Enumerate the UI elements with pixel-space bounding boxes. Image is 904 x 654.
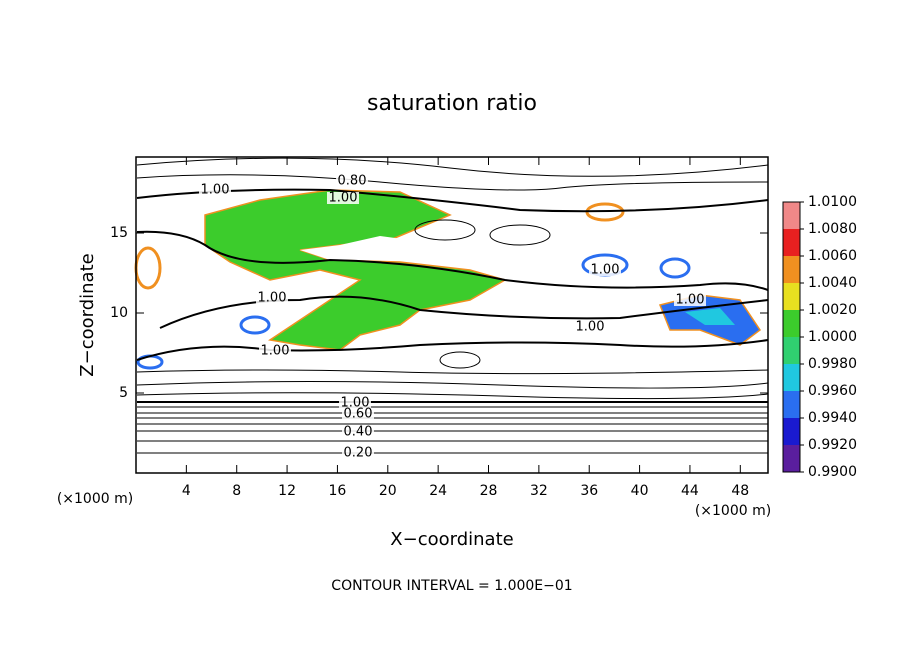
- contour-line: [439, 351, 481, 369]
- x-axis-label: X−coordinate: [390, 529, 513, 550]
- contour-line: [136, 188, 769, 213]
- colorbar-tick-label: 0.9900: [808, 464, 857, 480]
- unit-label: (×1000 m): [695, 503, 771, 519]
- y-axis-label: Z−coordinate: [77, 253, 98, 376]
- colorbar-tick-label: 1.0080: [808, 221, 857, 237]
- x-tick-label: 32: [530, 483, 548, 499]
- contour-line: [136, 157, 769, 177]
- contour-label: 1.00: [329, 191, 358, 206]
- colorbar-swatch: [783, 256, 800, 283]
- contour-label-bg: [674, 294, 706, 306]
- contour-line: [136, 369, 769, 375]
- colorbar-swatch: [783, 202, 800, 229]
- colorbar-swatch: [783, 337, 800, 364]
- contour-label-bg: [256, 292, 288, 304]
- contour-label-bg: [342, 426, 374, 438]
- contour-line: [136, 392, 769, 400]
- colorbar-swatch: [783, 445, 800, 472]
- contour-label: 1.00: [258, 291, 287, 306]
- contour-label: 0.60: [344, 407, 373, 422]
- contour-line: [159, 295, 769, 329]
- contour-line: [136, 174, 769, 191]
- x-tick-label: 40: [631, 483, 649, 499]
- colorbar-swatch: [783, 364, 800, 391]
- colorbar-tick-label: 1.0040: [808, 275, 857, 291]
- field-region: [659, 257, 691, 279]
- x-tick-label: 12: [278, 483, 296, 499]
- contour-label-bg: [574, 321, 606, 333]
- contour-label-bg: [327, 192, 359, 204]
- x-tick-label: 24: [429, 483, 447, 499]
- x-tick-label: 16: [329, 483, 347, 499]
- x-tick-label: 8: [232, 483, 241, 499]
- contour-label: 0.40: [344, 425, 373, 440]
- colorbar-tick-label: 1.0060: [808, 248, 857, 264]
- colorbar-tick-label: 0.9920: [808, 437, 857, 453]
- contour-line: [136, 381, 769, 389]
- colorbar-tick-label: 0.9940: [808, 410, 857, 426]
- colorbar-tick-label: 1.0100: [808, 194, 857, 210]
- colorbar-tick-label: 0.9980: [808, 356, 857, 372]
- contour-label-bg: [589, 264, 621, 276]
- chart-title: saturation ratio: [367, 91, 537, 116]
- contour-line: [136, 230, 769, 291]
- contour-label: 1.00: [676, 293, 705, 308]
- contour-label: 0.80: [338, 174, 367, 189]
- colorbar-tick-label: 1.0000: [808, 329, 857, 345]
- contour-label-bg: [342, 408, 374, 420]
- contour-line: [489, 224, 551, 246]
- x-tick-label: 36: [580, 483, 598, 499]
- colorbar-swatch: [783, 283, 800, 310]
- field-region: [685, 308, 735, 325]
- contour-line: [414, 219, 476, 241]
- contour-label-bg: [339, 397, 371, 409]
- footer-note: CONTOUR INTERVAL = 1.000E−01: [331, 578, 572, 594]
- contour-label: 1.00: [576, 320, 605, 335]
- contour-line: [136, 339, 769, 361]
- field-region: [204, 189, 507, 351]
- contour-label: 0.20: [344, 446, 373, 461]
- colorbar-swatch: [783, 391, 800, 418]
- x-tick-label: 28: [480, 483, 498, 499]
- contour-label: 1.00: [591, 263, 620, 278]
- contour-label-bg: [199, 184, 231, 196]
- colorbar-tick-label: 0.9960: [808, 383, 857, 399]
- field: [134, 157, 769, 454]
- contour-label-bg: [336, 175, 368, 187]
- y-tick-label: 5: [119, 385, 128, 401]
- plot-frame: [135, 156, 769, 474]
- colorbar-swatch: [783, 310, 800, 337]
- x-tick-label: 20: [379, 483, 397, 499]
- y-tick-label: 10: [110, 305, 128, 321]
- unit-label: (×1000 m): [57, 491, 133, 507]
- contour-label: 1.00: [341, 396, 370, 411]
- field-region: [300, 236, 410, 260]
- colorbar-swatch: [783, 418, 800, 445]
- contour-label-bg: [259, 345, 291, 357]
- x-tick-label: 4: [182, 483, 191, 499]
- colorbar-tick-label: 1.0020: [808, 302, 857, 318]
- y-tick-label: 15: [110, 225, 128, 241]
- x-tick-label: 48: [731, 483, 749, 499]
- contour-label-bg: [342, 447, 374, 459]
- field-region: [239, 315, 271, 335]
- contour-label: 1.00: [201, 183, 230, 198]
- x-tick-label: 44: [681, 483, 699, 499]
- field-region: [134, 246, 162, 290]
- contour-label: 1.00: [261, 344, 290, 359]
- colorbar-swatch: [783, 229, 800, 256]
